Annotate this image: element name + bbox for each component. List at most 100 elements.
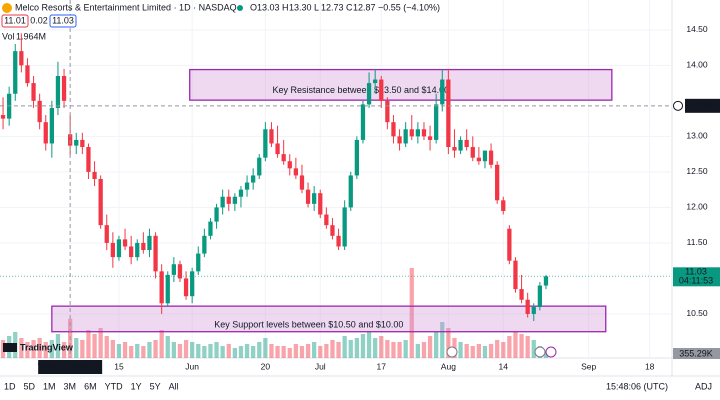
volume-bar xyxy=(37,338,42,358)
candle-body xyxy=(232,196,237,204)
candle-body xyxy=(495,164,500,201)
volume-bar xyxy=(110,340,115,358)
candle-body xyxy=(482,150,488,162)
candle-body xyxy=(324,214,329,226)
volume-bar xyxy=(263,338,268,358)
range-button[interactable]: 6M xyxy=(84,381,97,391)
candle-body xyxy=(86,147,91,172)
candle-body xyxy=(488,150,494,165)
candle-body xyxy=(299,175,305,190)
volume-bar xyxy=(525,336,530,358)
volume-bar xyxy=(43,342,48,358)
range-button[interactable]: 3M xyxy=(64,381,77,391)
volume-bar xyxy=(373,338,378,358)
candle-body xyxy=(537,285,543,307)
volume-bar xyxy=(214,342,219,358)
clock: 15:48:06 (UTC) xyxy=(606,381,668,391)
candle-body xyxy=(226,196,231,204)
x-tick-label: 15 xyxy=(114,361,124,371)
volume-bar xyxy=(86,330,91,358)
volume-bar xyxy=(31,340,36,358)
volume-bar xyxy=(470,346,475,358)
x-tick-label: Sep xyxy=(581,361,596,371)
ohlc-value: 13.30 xyxy=(289,2,312,12)
volume-last-label: 355.29K xyxy=(679,348,713,358)
candle-body xyxy=(257,157,262,176)
volume-bar xyxy=(415,344,420,358)
symbol-logo xyxy=(2,3,12,13)
volume-bar xyxy=(299,346,305,358)
candles xyxy=(0,33,549,322)
candle-body xyxy=(421,129,427,137)
volume-bar xyxy=(318,346,323,358)
candle-body xyxy=(507,228,512,261)
earnings-icon[interactable] xyxy=(534,346,546,358)
candle-body xyxy=(464,139,469,148)
x-tick-label: 17 xyxy=(377,361,387,371)
range-button[interactable]: All xyxy=(169,381,179,391)
candle-body xyxy=(25,65,30,84)
volume-bar xyxy=(196,344,201,358)
volume-bar xyxy=(458,342,463,358)
earnings-icon[interactable] xyxy=(446,346,458,358)
candle-body xyxy=(177,264,183,279)
candle-body xyxy=(43,122,48,144)
volume-bar xyxy=(220,346,225,358)
y-tick-label: 13.00 xyxy=(686,131,708,141)
volume-bar xyxy=(385,340,390,358)
ohlc-key: H xyxy=(282,2,289,12)
volume-bar xyxy=(336,342,341,358)
volume-bar xyxy=(403,340,408,358)
bid-box[interactable] xyxy=(1,14,29,28)
volume-bar xyxy=(507,336,512,358)
candle-body xyxy=(37,100,42,123)
candle-body xyxy=(129,246,134,258)
volume-bar xyxy=(476,344,482,358)
candle-body xyxy=(409,129,414,137)
volume-bar xyxy=(409,268,414,358)
candle-body xyxy=(244,182,250,190)
crosshair-add[interactable] xyxy=(673,100,683,111)
volume-bar xyxy=(147,342,152,358)
candle-body xyxy=(336,235,341,247)
range-button[interactable]: 5D xyxy=(24,381,36,391)
range-button[interactable]: 1D xyxy=(4,381,16,391)
volume-bar xyxy=(238,346,244,358)
ohlc-key: O xyxy=(250,2,257,12)
range-button[interactable]: 1M xyxy=(43,381,56,391)
last-price-box xyxy=(673,267,720,287)
candle-body xyxy=(287,161,292,169)
volume-bar xyxy=(495,340,500,358)
candle-body xyxy=(159,271,164,304)
candle-body xyxy=(49,107,54,144)
x-tick-label: 20 xyxy=(261,361,271,371)
range-button[interactable]: 1Y xyxy=(131,381,142,391)
range-button[interactable]: 5Y xyxy=(150,381,161,391)
ask-box[interactable] xyxy=(49,14,77,28)
candle-body xyxy=(147,235,152,251)
candle-body xyxy=(519,289,524,300)
y-tick-label: 14.50 xyxy=(686,24,708,34)
candle-body xyxy=(360,104,366,140)
candle-body xyxy=(470,147,475,158)
dividend-icon[interactable] xyxy=(545,346,557,358)
volume-bar xyxy=(312,342,317,358)
adj[interactable]: ADJ xyxy=(695,381,712,391)
candle-body xyxy=(531,306,536,314)
candle-body xyxy=(55,75,61,108)
candle-body xyxy=(415,129,420,137)
last-price-label: 11.03 xyxy=(685,267,707,277)
annotation-box xyxy=(189,68,613,101)
x-tick-label: 18 xyxy=(645,361,655,371)
volume-bar xyxy=(244,344,250,358)
annotation-box xyxy=(51,305,607,333)
volume-bar xyxy=(269,344,274,358)
volume-bar xyxy=(324,344,329,358)
volume-bar xyxy=(501,342,506,358)
range-button[interactable]: YTD xyxy=(105,381,124,391)
volume-bar xyxy=(366,332,372,358)
candle-body xyxy=(183,278,189,297)
candle-body xyxy=(214,207,219,222)
volume-bar xyxy=(92,334,97,358)
